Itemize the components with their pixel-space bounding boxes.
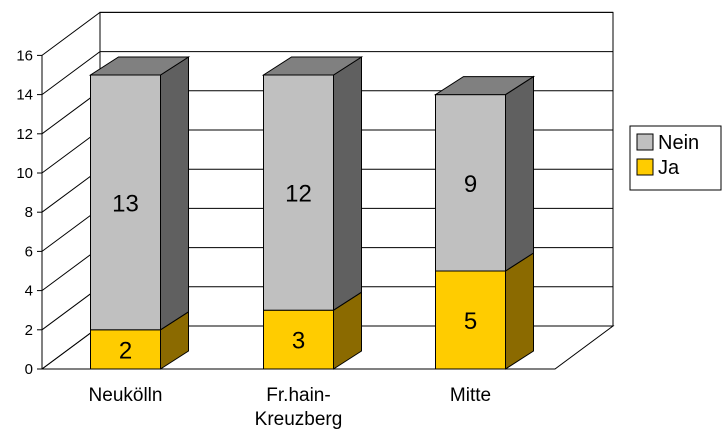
bar-side-nein [160,56,189,331]
data-label: 12 [285,181,312,208]
bars [88,56,536,370]
bar-nein [263,74,334,311]
y-tick-label: 10 [16,165,33,182]
y-tick-label: 4 [25,283,33,300]
data-label: 3 [292,328,305,355]
legend-label-ja: Ja [658,157,680,179]
y-tick-label: 2 [25,322,33,339]
category-label: Neukölln [89,385,163,406]
legend-swatch-nein [636,133,654,151]
y-tick-label: 16 [16,47,33,64]
data-label: 2 [119,337,132,364]
y-tick-label: 12 [16,126,33,143]
y-tick-label: 14 [16,87,33,104]
data-label: 13 [112,190,139,217]
y-tick-label: 8 [25,204,33,221]
category-label-line: Fr.hain- [266,385,330,406]
category-label-line: Kreuzberg [255,409,343,430]
category-label-line: Neukölln [89,385,163,406]
data-label: 5 [464,308,477,335]
gridline [41,51,613,96]
bar-top [88,56,191,76]
legend-swatch-ja [636,158,654,176]
y-axis: 0 2 4 6 8 10 12 14 16 [16,47,43,378]
data-label: 9 [464,171,477,198]
bar-side-ja [505,252,534,370]
category-label: Mitte [450,385,491,406]
legend-label-nein: Nein [658,132,699,154]
bar-side-nein [505,75,534,272]
category-label: Fr.hain- Kreuzberg [255,385,343,430]
y-tick-label: 6 [25,243,33,260]
legend: Nein Ja [629,125,722,191]
y-tick-label: 0 [25,361,33,378]
labels: 2 13 Neukölln 3 12 Fr.hain- Kreuzberg 5 9 Mitte [89,171,492,430]
gridline [41,11,613,56]
bar-ja [90,329,161,370]
bar-side-nein [333,56,362,312]
category-label-line: Mitte [450,385,491,406]
bar-top [261,56,364,76]
bar-ja [263,309,334,370]
bar-top [433,76,536,96]
